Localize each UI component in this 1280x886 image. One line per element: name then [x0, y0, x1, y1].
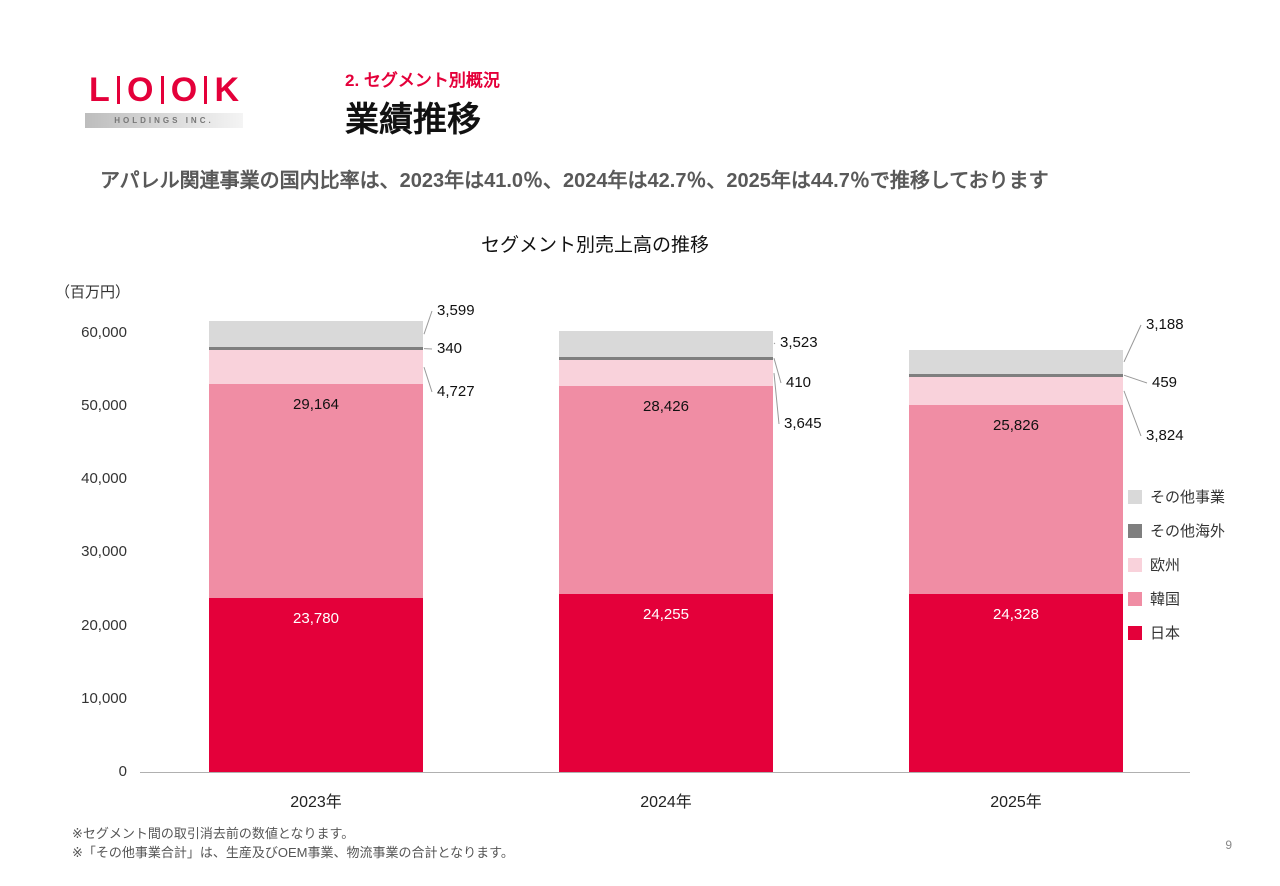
logo-letter: L — [89, 71, 110, 109]
legend-item-その他事業: その他事業 — [1128, 486, 1225, 507]
bar-segment-欧州 — [559, 359, 773, 387]
bar-segment-日本 — [909, 593, 1123, 772]
logo-subtext: HOLDINGS INC. — [114, 116, 214, 125]
bar-segment-その他事業 — [559, 330, 773, 357]
legend-label: その他事業 — [1150, 489, 1226, 506]
callout-leader-line — [423, 366, 433, 393]
callout-leader-line — [1123, 324, 1142, 363]
y-tick-label: 50,000 — [81, 397, 127, 414]
callout-leader-line — [773, 358, 782, 384]
bar-segment-欧州 — [909, 376, 1123, 405]
callout-value-label: 3,645 — [784, 415, 822, 432]
footnote: ※セグメント間の取引消去前の数値となります。 — [72, 826, 355, 841]
legend-swatch — [1128, 625, 1142, 640]
legend-item-欧州: 欧州 — [1128, 554, 1180, 575]
bar-segment-日本 — [559, 594, 773, 772]
logo-letter: K — [214, 71, 239, 109]
callout-value-label: 340 — [437, 340, 463, 357]
x-axis-category-label: 2025年 — [990, 794, 1042, 811]
callout-leader-line — [423, 310, 433, 335]
segment-value-label: 29,164 — [293, 396, 339, 414]
bar-segment-その他海外 — [209, 347, 423, 350]
legend-item-韓国: 韓国 — [1128, 588, 1180, 609]
segment-value-label: 28,426 — [643, 398, 689, 416]
logo-separator-bar — [116, 76, 120, 104]
legend-swatch — [1128, 523, 1142, 538]
y-tick-label: 60,000 — [81, 323, 127, 341]
bar-segment-その他事業 — [209, 321, 423, 348]
legend-label: 韓国 — [1150, 591, 1181, 608]
callout-leader-line — [1123, 374, 1148, 384]
logo-letter: O — [127, 71, 154, 109]
callout-value-label: 459 — [1152, 374, 1178, 391]
legend-swatch — [1128, 591, 1142, 606]
segment-value-label: 24,255 — [643, 606, 689, 624]
x-axis-line — [140, 772, 1190, 773]
callout-value-label: 3,824 — [1146, 427, 1184, 444]
page-title: 業績推移 — [345, 101, 481, 139]
legend-label: 日本 — [1150, 625, 1181, 642]
callout-leader-line — [773, 342, 776, 345]
logo-band: HOLDINGS INC. — [85, 113, 243, 128]
logo-separator-bar — [160, 76, 164, 104]
bar-segment-その他事業 — [909, 350, 1123, 374]
section-label: 2. セグメント別概況 — [345, 71, 500, 90]
segment-value-label: 24,328 — [993, 605, 1039, 623]
bar-segment-その他海外 — [909, 373, 1123, 377]
x-axis-category-label: 2024年 — [640, 794, 692, 811]
legend-label: その他海外 — [1150, 523, 1226, 540]
segment-value-label: 23,780 — [293, 609, 339, 627]
logo-letter: O — [170, 71, 198, 109]
callout-value-label: 3,599 — [437, 302, 475, 319]
y-tick-label: 0 — [118, 763, 127, 780]
segment-value-label: 25,826 — [993, 416, 1039, 434]
bar-segment-韓国 — [209, 384, 423, 598]
x-axis-category-label: 2023年 — [290, 794, 342, 811]
y-tick-label: 20,000 — [81, 616, 127, 634]
callout-value-label: 3,188 — [1146, 316, 1184, 333]
key-message: アパレル関連事業の国内比率は、2023年は41.0％、2024年は42.7％、2… — [100, 170, 1049, 192]
legend-item-日本: 日本 — [1128, 622, 1180, 643]
callout-leader-line — [1123, 390, 1142, 437]
footnote: ※「その他事業合計」は、生産及びOEM事業、物流事業の合計となります。 — [72, 845, 514, 860]
callout-value-label: 4,727 — [437, 383, 475, 400]
bar-segment-韓国 — [559, 386, 773, 595]
logo-separator-bar — [204, 76, 208, 104]
legend-label: 欧州 — [1150, 557, 1181, 574]
y-axis-unit-label: （百万円） — [55, 284, 131, 301]
footnotes: ※セグメント間の取引消去前の数値となります。 ※「その他事業合計」は、生産及びOE… — [72, 824, 514, 862]
callout-value-label: 410 — [786, 374, 812, 391]
legend-item-その他海外: その他海外 — [1128, 520, 1225, 541]
y-tick-label: 40,000 — [81, 470, 127, 488]
bar-segment-欧州 — [209, 349, 423, 385]
callout-leader-line — [773, 372, 780, 425]
chart-title: セグメント別売上高の推移 — [480, 235, 709, 256]
legend-swatch — [1128, 489, 1142, 504]
bar-segment-韓国 — [909, 404, 1123, 594]
bar-segment-日本 — [209, 597, 423, 772]
callout-value-label: 3,523 — [780, 334, 818, 351]
legend-swatch — [1128, 557, 1142, 572]
y-tick-label: 10,000 — [81, 689, 127, 707]
y-tick-label: 30,000 — [81, 543, 127, 561]
page-number: 9 — [1225, 838, 1232, 852]
bar-segment-その他海外 — [559, 356, 773, 360]
